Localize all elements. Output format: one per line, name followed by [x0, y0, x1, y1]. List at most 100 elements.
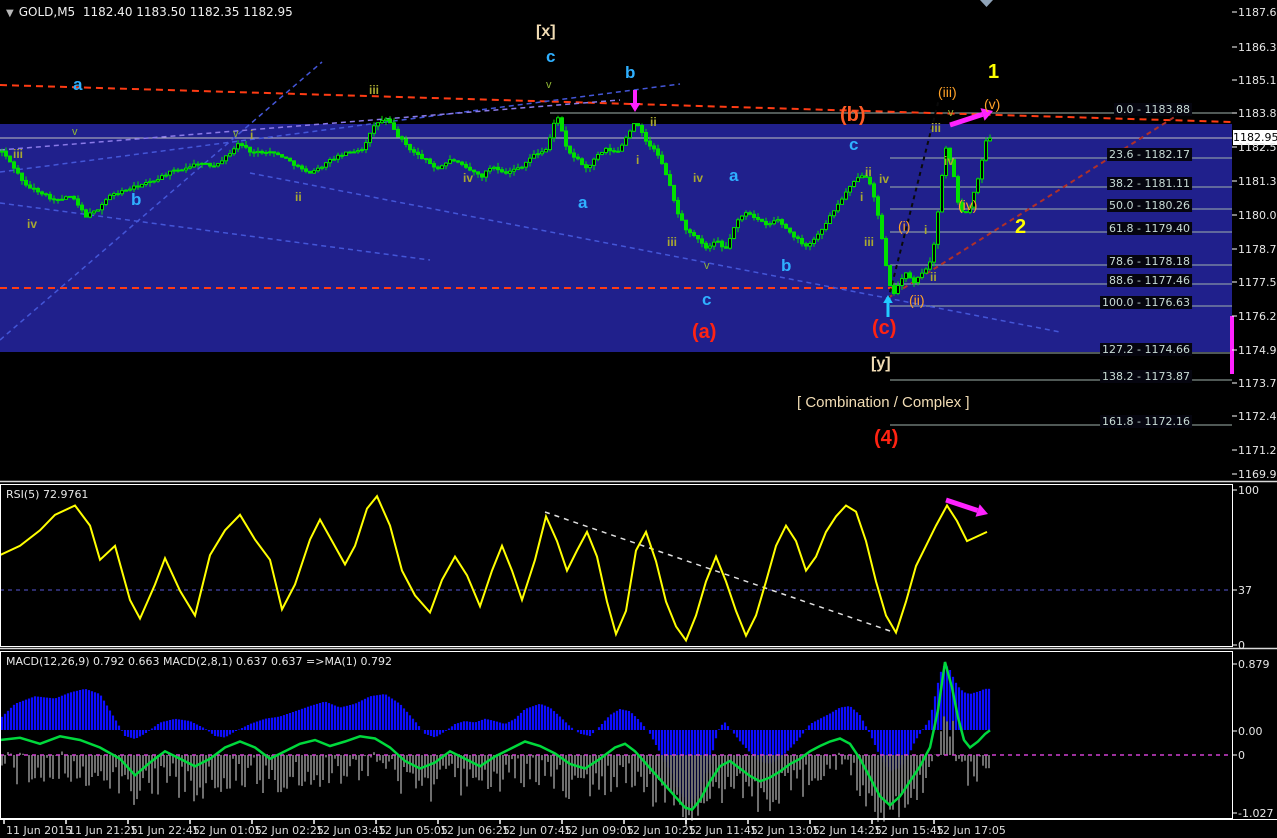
- rsi-axis-label: 100: [1238, 484, 1259, 497]
- time-axis-label: 12 Jun 11:45: [688, 824, 758, 837]
- wave-label: a: [73, 75, 83, 94]
- time-axis-label: 12 Jun 06:25: [440, 824, 510, 837]
- wave-label: i: [860, 190, 864, 204]
- macd-gray-histogram: [1, 716, 990, 827]
- wave-label: ii: [295, 190, 302, 204]
- wave-label: c: [546, 47, 556, 66]
- arrow-annotation[interactable]: [949, 108, 993, 128]
- axis-range-marker: [1230, 316, 1234, 374]
- fib-level-label: 61.8 - 1179.40: [1107, 222, 1192, 235]
- wave-label: b: [781, 256, 792, 275]
- macd-axis-label: -1.027: [1238, 807, 1274, 820]
- price-axis-label: 1181.33: [1238, 175, 1277, 188]
- time-axis-label: 12 Jun 17:05: [936, 824, 1006, 837]
- time-axis-label: 12 Jun 14:25: [812, 824, 882, 837]
- fib-level-label: 100.0 - 1176.63: [1100, 296, 1192, 309]
- wave-label: (b): [840, 104, 866, 126]
- wave-label: c: [849, 135, 859, 154]
- wave-label: iv: [693, 171, 704, 185]
- fib-level-label: 138.2 - 1173.87: [1100, 370, 1192, 383]
- macd-axis-label: 0.00: [1238, 725, 1263, 738]
- wave-label: (iv): [958, 197, 978, 213]
- fib-level-label: 23.6 - 1182.17: [1107, 148, 1192, 161]
- fib-level-label: 0.0 - 1183.88: [1114, 103, 1192, 116]
- time-axis-label: 12 Jun 02:25: [254, 824, 324, 837]
- wave-label: b: [131, 190, 142, 209]
- trendlines[interactable]: [0, 61, 1233, 633]
- time-axis-label: 11 Jun 22:45: [130, 824, 200, 837]
- wave-label: iii: [369, 83, 380, 97]
- wave-label: b: [625, 63, 636, 82]
- wave-label: ii: [650, 115, 657, 129]
- wave-label: v: [948, 107, 954, 119]
- wave-label: v: [704, 260, 710, 272]
- candles-layer: [0, 115, 992, 296]
- current-price-badge: 1182.95: [1233, 130, 1277, 145]
- price-axis-label: 1172.48: [1238, 410, 1277, 423]
- time-axis-label: 12 Jun 03:45: [316, 824, 386, 837]
- time-axis-label: 11 Jun 21:25: [68, 824, 138, 837]
- arrow-annotation[interactable]: [945, 497, 988, 517]
- price-axis-label: 1174.98: [1238, 344, 1277, 357]
- wave-label: iii: [667, 235, 678, 249]
- ohlc-high: 1183.50: [136, 5, 186, 19]
- wave-label: iii: [931, 121, 942, 135]
- macd-blue-histogram: [0, 666, 991, 804]
- wave-label: (v): [984, 96, 1001, 112]
- arrow-annotation[interactable]: [883, 295, 893, 317]
- wave-label: (a): [692, 321, 717, 343]
- price-axis-label: 1178.78: [1238, 243, 1277, 256]
- fib-level-label: 88.6 - 1177.46: [1107, 274, 1192, 287]
- ohlc-open: 1182.40: [82, 5, 133, 19]
- wave-label: iv: [27, 217, 38, 231]
- ohlc-close: 1182.95: [243, 5, 293, 19]
- symbol-dropdown-icon[interactable]: ▼: [6, 8, 14, 19]
- fib-level-label: 38.2 - 1181.11: [1107, 177, 1192, 190]
- wave-label: 1: [988, 61, 1000, 83]
- price-axis-label: 1176.23: [1238, 310, 1277, 323]
- wave-label: v: [233, 128, 239, 140]
- wave-label: 2: [1015, 216, 1027, 238]
- wave-label: iv: [463, 171, 474, 185]
- wave-label: i: [636, 153, 640, 167]
- chart-shift-marker[interactable]: [980, 0, 993, 7]
- fib-level-label: 50.0 - 1180.26: [1107, 199, 1192, 212]
- wave-label: (4): [874, 427, 899, 449]
- macd-axis-label: 0: [1238, 749, 1245, 762]
- wave-label: (c): [872, 317, 897, 339]
- macd-indicator-label: MACD(12,26,9) 0.792 0.663 MACD(2,8,1) 0.…: [6, 655, 393, 668]
- wave-label: iv: [879, 172, 890, 186]
- time-axis-label: 12 Jun 05:05: [378, 824, 448, 837]
- fib-level-label: 127.2 - 1174.66: [1100, 343, 1192, 356]
- wave-label: [ Combination / Complex ]: [797, 394, 970, 411]
- rsi-axis-label: 37: [1238, 584, 1252, 597]
- wave-label: a: [578, 193, 588, 212]
- wave-label: v: [72, 126, 78, 138]
- wave-label: iv: [944, 154, 955, 168]
- symbol-name: GOLD,M5: [18, 5, 76, 19]
- wave-label: i: [250, 128, 254, 142]
- price-axis-label: 1180.03: [1238, 209, 1277, 222]
- price-axis-label: 1182.58: [1238, 141, 1277, 154]
- wave-label: a: [729, 166, 739, 185]
- price-axis-label: 1177.53: [1238, 276, 1277, 289]
- wave-label: iii: [13, 147, 24, 161]
- wave-label: ii: [865, 165, 872, 179]
- arrow-annotation[interactable]: [629, 90, 641, 112]
- wave-label: (ii): [909, 292, 925, 308]
- time-axis-label: 12 Jun 07:45: [502, 824, 572, 837]
- chart-title-bar: ▼ GOLD,M5 1182.40 1183.50 1182.35 1182.95: [6, 5, 293, 19]
- wave-label: [y]: [871, 355, 891, 372]
- macd-axis-label: 0.879: [1238, 658, 1270, 671]
- fib-level-label: 161.8 - 1172.16: [1100, 415, 1192, 428]
- wave-label: i: [924, 223, 928, 237]
- rsi-line: [0, 494, 988, 643]
- rsi-axis-label: 0: [1238, 639, 1245, 652]
- price-axis-label: 1183.88: [1238, 107, 1277, 120]
- time-axis-label: 12 Jun 09:05: [564, 824, 634, 837]
- macd-signal-line: [0, 661, 991, 812]
- time-axis-label: 12 Jun 10:25: [626, 824, 696, 837]
- price-axis-label: 1173.73: [1238, 377, 1277, 390]
